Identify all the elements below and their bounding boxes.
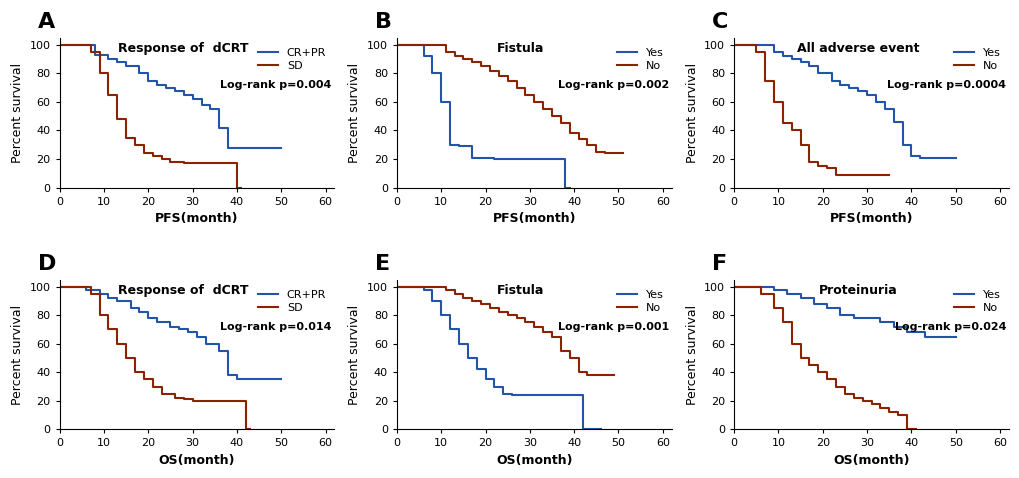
X-axis label: OS(month): OS(month) — [833, 454, 909, 467]
Text: E: E — [375, 254, 389, 273]
Legend: Yes, No: Yes, No — [616, 290, 662, 313]
Y-axis label: Percent survival: Percent survival — [348, 63, 361, 163]
X-axis label: PFS(month): PFS(month) — [492, 212, 576, 225]
Text: Log-rank p=0.004: Log-rank p=0.004 — [220, 80, 331, 90]
Legend: CR+PR, SD: CR+PR, SD — [258, 48, 326, 71]
X-axis label: PFS(month): PFS(month) — [155, 212, 238, 225]
Text: Fistula: Fistula — [496, 284, 544, 297]
Text: Log-rank p=0.002: Log-rank p=0.002 — [557, 80, 668, 90]
Y-axis label: Percent survival: Percent survival — [685, 304, 698, 404]
Y-axis label: Percent survival: Percent survival — [685, 63, 698, 163]
Text: Log-rank p=0.001: Log-rank p=0.001 — [557, 322, 668, 332]
Text: All adverse event: All adverse event — [796, 42, 918, 55]
Y-axis label: Percent survival: Percent survival — [11, 304, 24, 404]
Text: Proteinuria: Proteinuria — [817, 284, 897, 297]
X-axis label: PFS(month): PFS(month) — [828, 212, 912, 225]
Text: B: B — [375, 12, 391, 32]
Text: Log-rank p=0.0004: Log-rank p=0.0004 — [887, 80, 1005, 90]
Text: Fistula: Fistula — [496, 42, 544, 55]
Text: Log-rank p=0.014: Log-rank p=0.014 — [220, 322, 331, 332]
Text: Response of  dCRT: Response of dCRT — [118, 284, 249, 297]
Text: Response of  dCRT: Response of dCRT — [118, 42, 249, 55]
Text: D: D — [38, 254, 56, 273]
Text: Log-rank p=0.024: Log-rank p=0.024 — [894, 322, 1005, 332]
Text: A: A — [38, 12, 55, 32]
Legend: Yes, No: Yes, No — [616, 48, 662, 71]
Text: C: C — [711, 12, 728, 32]
X-axis label: OS(month): OS(month) — [495, 454, 572, 467]
Y-axis label: Percent survival: Percent survival — [348, 304, 361, 404]
Legend: Yes, No: Yes, No — [953, 290, 1000, 313]
X-axis label: OS(month): OS(month) — [159, 454, 235, 467]
Legend: Yes, No: Yes, No — [953, 48, 1000, 71]
Y-axis label: Percent survival: Percent survival — [11, 63, 24, 163]
Text: F: F — [711, 254, 727, 273]
Legend: CR+PR, SD: CR+PR, SD — [258, 290, 326, 313]
